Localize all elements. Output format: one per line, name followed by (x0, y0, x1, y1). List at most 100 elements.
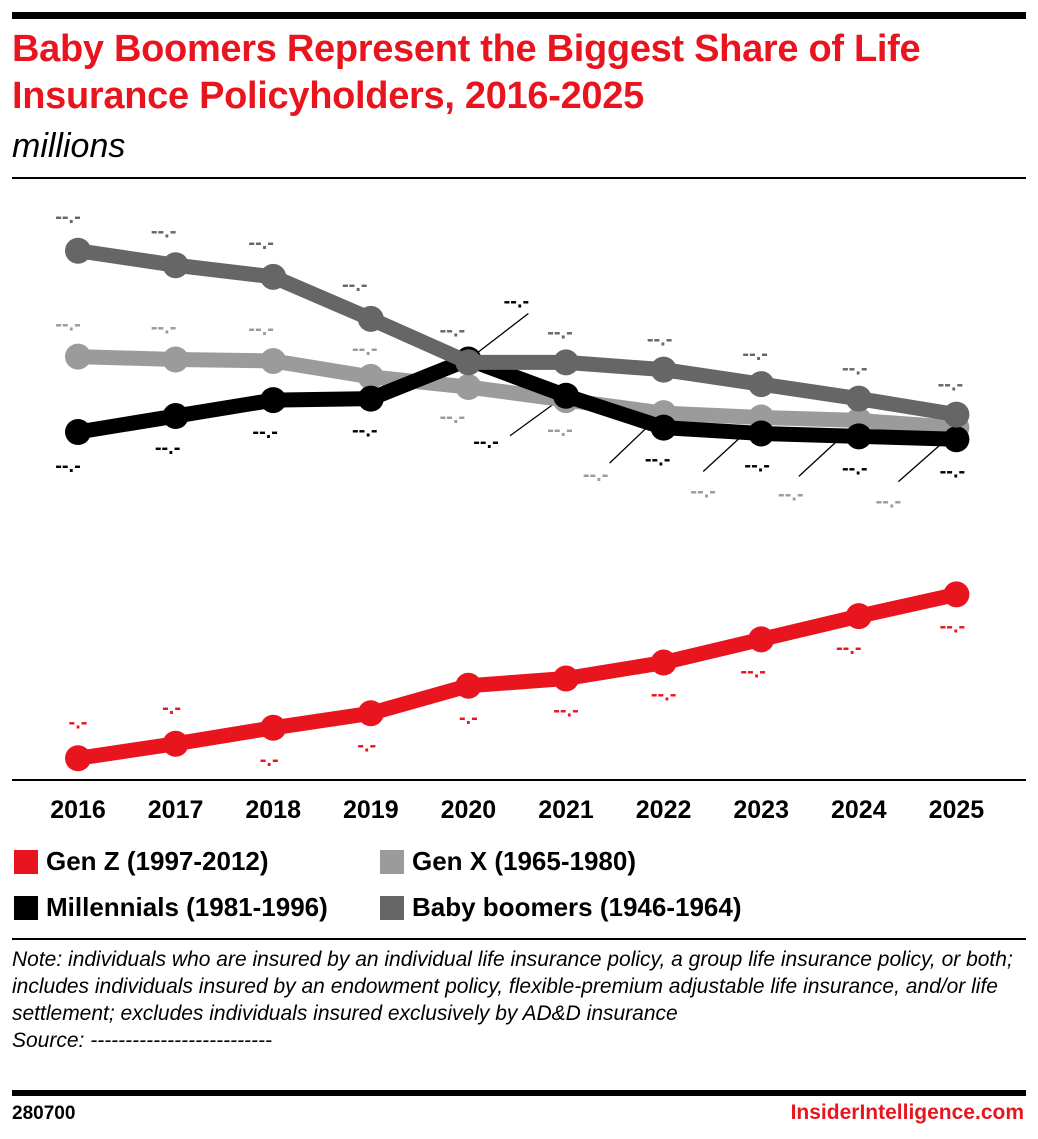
data-point-gen-x-2019 (357, 363, 384, 390)
data-label-gen-z-2024: --.- (836, 637, 862, 659)
data-label-gen-x-2021: --.- (547, 419, 573, 441)
data-label-gen-z-2023: --.- (740, 660, 766, 682)
data-point-baby-boomers-2019 (357, 305, 384, 332)
data-label-gen-x-2018: --.- (248, 318, 274, 340)
chart-id: 280700 (12, 1103, 76, 1124)
chart-title: Baby Boomers Represent the Biggest Share… (12, 28, 921, 117)
data-label-millennials-2018: --.- (252, 421, 278, 443)
data-label-millennials-2025: --.- (940, 460, 966, 482)
data-label-baby-boomers-2016: --.- (55, 206, 81, 228)
data-point-millennials-2018 (260, 387, 287, 414)
legend-item-gen-x: Gen X (1965-1980) (380, 846, 636, 877)
data-label-gen-z-2022: --.- (651, 684, 677, 706)
x-tick-label-2016: 2016 (50, 796, 106, 824)
data-point-baby-boomers-2021 (553, 349, 579, 376)
data-point-gen-z-2018 (260, 714, 287, 741)
data-label-millennials-2023: --.- (744, 454, 770, 476)
series-line-baby-boomers (70, 243, 964, 423)
data-label-gen-z-2025: --.- (940, 615, 966, 637)
x-tick-label-2024: 2024 (831, 796, 887, 824)
data-point-gen-x-2020 (455, 374, 482, 401)
x-axis: 2016 2017 2018 2019 2020 2021 2022 2023 2024 2025 (12, 779, 1026, 824)
data-label-baby-boomers-2023: --.- (742, 343, 768, 365)
note-text: Note: individuals who are insured by an … (12, 948, 1013, 1025)
x-tick-label-2019: 2019 (343, 796, 399, 824)
data-label-millennials-2024: --.- (842, 457, 868, 479)
source-text: Source: -------------------------- (12, 1029, 273, 1052)
data-point-gen-z-2025 (943, 581, 970, 608)
legend-label-millennials: Millennials (1981-1996) (46, 892, 328, 922)
legend-item-gen-z: Gen Z (1997-2012) (14, 846, 269, 877)
data-point-gen-z-2021 (553, 665, 579, 692)
data-label-gen-x-2019: --.- (352, 338, 378, 360)
data-point-baby-boomers-2020 (455, 349, 482, 376)
data-label-millennials-2017: --.- (155, 437, 181, 459)
data-point-millennials-2022 (650, 414, 677, 441)
data-label-gen-z-2018: -.- (260, 749, 279, 771)
data-label-millennials-2019: --.- (352, 420, 378, 442)
data-point-gen-x-2018 (260, 347, 287, 374)
data-label-gen-x-2017: --.- (151, 317, 177, 339)
legend-swatch-baby-boomers (380, 895, 404, 920)
data-point-baby-boomers-2018 (260, 263, 287, 290)
series-line-gen-z (70, 586, 964, 766)
data-point-gen-z-2019 (357, 700, 384, 727)
title-divider (12, 177, 1026, 179)
data-label-millennials-2020: --.- (504, 291, 530, 313)
data-label-baby-boomers-2018: --.- (248, 232, 274, 254)
data-label-millennials-2021: --.- (473, 431, 499, 453)
series-line-gen-x (70, 349, 964, 436)
data-label-gen-z-2019: -.- (357, 734, 376, 756)
data-point-gen-x-2017 (162, 346, 189, 373)
data-label-gen-z-2021: --.- (553, 700, 579, 722)
data-point-millennials-2016 (65, 419, 91, 445)
x-tick-label-2025: 2025 (929, 796, 985, 824)
data-label-baby-boomers-2021: --.- (547, 321, 573, 343)
data-label-gen-x-2016: --.- (55, 314, 81, 336)
data-point-gen-x-2016 (65, 343, 91, 370)
data-point-millennials-2021 (553, 382, 579, 409)
data-label-gen-x-2020: --.- (440, 406, 466, 428)
data-label-gen-x-2024: --.- (778, 483, 804, 505)
series-lines (65, 237, 970, 772)
data-label-baby-boomers-2022: --.- (647, 329, 673, 351)
data-point-gen-z-2023 (748, 626, 775, 653)
data-label-baby-boomers-2024: --.- (842, 358, 868, 380)
legend-swatch-millennials (14, 895, 38, 920)
data-label-baby-boomers-2019: --.- (342, 274, 368, 296)
x-tick-label-2022: 2022 (636, 796, 692, 824)
data-point-baby-boomers-2023 (748, 371, 775, 398)
legend-label-baby-boomers: Baby boomers (1946-1964) (412, 892, 742, 922)
data-point-millennials-2019 (357, 385, 384, 412)
chart-subtitle: millions (12, 127, 126, 165)
data-point-gen-z-2024 (845, 603, 872, 630)
data-point-gen-z-2017 (162, 730, 189, 757)
top-rule (12, 12, 1026, 19)
data-label-gen-x-2023: --.- (690, 481, 716, 503)
legend-swatch-gen-x (380, 849, 404, 874)
bottom-rule (12, 1090, 1026, 1096)
data-label-millennials-2022: --.- (645, 449, 671, 471)
data-point-baby-boomers-2022 (650, 356, 677, 383)
data-point-baby-boomers-2025 (943, 401, 970, 428)
legend-item-millennials: Millennials (1981-1996) (14, 892, 328, 923)
data-point-millennials-2023 (748, 420, 775, 447)
data-point-gen-z-2022 (650, 649, 677, 676)
data-point-millennials-2017 (162, 403, 189, 430)
legend-label-gen-x: Gen X (1965-1980) (412, 846, 637, 876)
data-point-baby-boomers-2017 (162, 252, 189, 279)
data-point-millennials-2025 (943, 426, 970, 453)
x-tick-label-2018: 2018 (245, 796, 301, 824)
x-tick-label-2023: 2023 (733, 796, 789, 824)
x-tick-label-2020: 2020 (441, 796, 497, 824)
data-label-baby-boomers-2020: --.- (440, 319, 466, 341)
data-label-baby-boomers-2017: --.- (151, 220, 177, 242)
data-point-gen-z-2016 (65, 745, 91, 772)
data-label-millennials-2016: --.- (55, 455, 81, 477)
data-point-baby-boomers-2024 (845, 385, 872, 412)
leader-line-1 (509, 403, 555, 437)
data-point-gen-z-2020 (455, 672, 482, 699)
x-tick-label-2021: 2021 (538, 796, 594, 824)
brand-link[interactable]: InsiderIntelligence.com (790, 1101, 1024, 1124)
x-tick-label-2017: 2017 (148, 796, 204, 824)
